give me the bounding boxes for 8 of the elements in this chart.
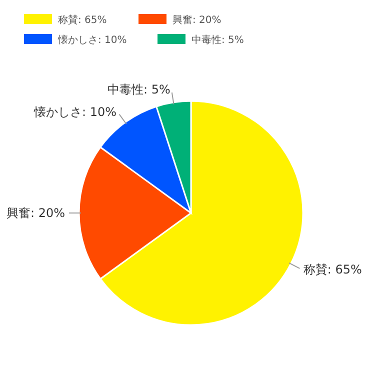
slice-label: 中毒性: 5% bbox=[108, 82, 170, 97]
legend-label: 興奮: 20% bbox=[172, 14, 222, 26]
legend-label: 称賛: 65% bbox=[58, 14, 107, 26]
slice-label: 称賛: 65% bbox=[303, 262, 362, 277]
legend-label: 中毒性: 5% bbox=[192, 34, 244, 46]
slice-label: 興奮: 20% bbox=[6, 206, 65, 220]
legend-label: 懐かしさ: 10% bbox=[57, 34, 127, 46]
slice-label: 懐かしさ: 10% bbox=[32, 104, 117, 119]
